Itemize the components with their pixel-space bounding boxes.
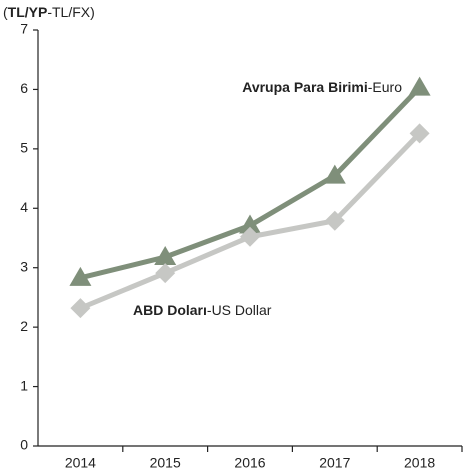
y-tick-label: 0 bbox=[20, 437, 28, 453]
y-tick-label: 3 bbox=[20, 258, 28, 274]
series-label-part: -Euro bbox=[368, 79, 402, 95]
data-point bbox=[324, 210, 345, 231]
data-point bbox=[409, 123, 430, 144]
y-tick-label: 7 bbox=[20, 21, 28, 37]
data-point bbox=[239, 214, 261, 234]
series-label-part: ABD Doları bbox=[133, 302, 207, 318]
data-point bbox=[240, 226, 260, 247]
title-part: -TL/FX) bbox=[47, 4, 94, 20]
data-point bbox=[323, 164, 346, 184]
title-part: ( bbox=[3, 4, 8, 20]
title-part: TL/YP bbox=[8, 4, 48, 20]
data-point bbox=[69, 266, 92, 286]
series-label: Avrupa Para Birimi-Euro bbox=[242, 79, 402, 95]
series-label-part: Avrupa Para Birimi bbox=[242, 79, 368, 95]
series-label-part: -US Dollar bbox=[207, 302, 272, 318]
series-label: ABD Doları-US Dollar bbox=[133, 302, 272, 318]
data-point bbox=[408, 76, 431, 96]
x-tick-label: 2018 bbox=[404, 455, 435, 471]
x-tick-label: 2017 bbox=[319, 455, 350, 471]
y-tick-label: 6 bbox=[20, 80, 28, 96]
y-tick-label: 2 bbox=[20, 318, 28, 334]
y-tick-label: 4 bbox=[20, 199, 28, 215]
data-point bbox=[155, 263, 176, 284]
x-tick-label: 2016 bbox=[234, 455, 265, 471]
y-tick-label: 1 bbox=[20, 377, 28, 393]
y-tick-label: 5 bbox=[20, 140, 28, 156]
data-point bbox=[70, 298, 91, 319]
x-tick-label: 2015 bbox=[150, 455, 181, 471]
chart-title: (TL/YP-TL/FX) bbox=[3, 4, 95, 20]
data-point bbox=[154, 246, 177, 266]
x-tick-label: 2014 bbox=[65, 455, 96, 471]
